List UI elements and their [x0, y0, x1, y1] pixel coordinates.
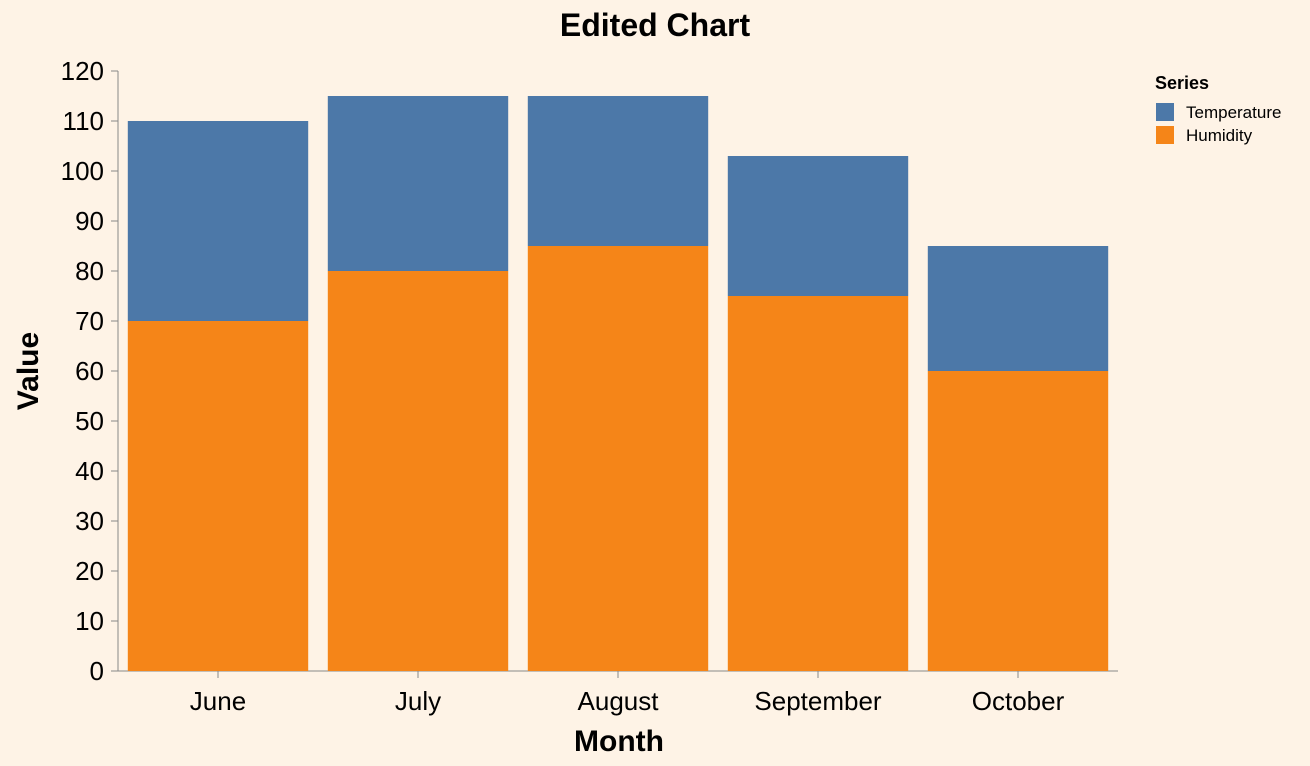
- legend-label-temperature: Temperature: [1186, 103, 1281, 122]
- y-tick-label: 20: [75, 556, 104, 586]
- bar-temperature-august: [527, 96, 709, 246]
- chart-title: Edited Chart: [560, 7, 751, 43]
- y-tick-label: 120: [61, 56, 104, 86]
- x-tick-label: August: [578, 686, 660, 716]
- bar-humidity-june: [127, 321, 309, 671]
- legend-swatch-temperature: [1156, 103, 1174, 121]
- y-axis: 0 10 20 30 40 50 60 70 80 90 100 110 120: [61, 56, 119, 686]
- y-tick-label: 30: [75, 506, 104, 536]
- y-tick-label: 40: [75, 456, 104, 486]
- x-tick-label: September: [754, 686, 882, 716]
- x-axis-title: Month: [574, 725, 664, 758]
- legend-entries: Temperature Humidity: [1156, 103, 1281, 145]
- y-tick-label: 10: [75, 606, 104, 636]
- y-axis-title: Value: [12, 332, 45, 410]
- y-tick-label: 60: [75, 356, 104, 386]
- bar-temperature-september: [727, 156, 909, 296]
- y-tick-label: 90: [75, 206, 104, 236]
- bar-temperature-july: [327, 96, 509, 271]
- y-tick-label: 70: [75, 306, 104, 336]
- bar-temperature-june: [127, 121, 309, 321]
- x-tick-label: October: [972, 686, 1065, 716]
- bar-humidity-august: [527, 246, 709, 671]
- y-tick-label: 100: [61, 156, 104, 186]
- y-tick-label: 50: [75, 406, 104, 436]
- x-tick-label: July: [395, 686, 441, 716]
- legend-swatch-humidity: [1156, 126, 1174, 144]
- legend: Series Temperature Humidity: [1155, 73, 1281, 145]
- x-axis: June July August September October: [118, 670, 1118, 716]
- bar-temperature-october: [927, 246, 1109, 371]
- x-tick-label: June: [190, 686, 246, 716]
- bars-group: [127, 96, 1109, 671]
- bar-humidity-october: [927, 371, 1109, 671]
- bar-humidity-july: [327, 271, 509, 671]
- legend-label-humidity: Humidity: [1186, 126, 1253, 145]
- bar-humidity-september: [727, 296, 909, 671]
- legend-title: Series: [1155, 73, 1209, 93]
- y-tick-label: 0: [90, 656, 104, 686]
- y-tick-label: 110: [63, 106, 104, 136]
- y-tick-label: 80: [75, 256, 104, 286]
